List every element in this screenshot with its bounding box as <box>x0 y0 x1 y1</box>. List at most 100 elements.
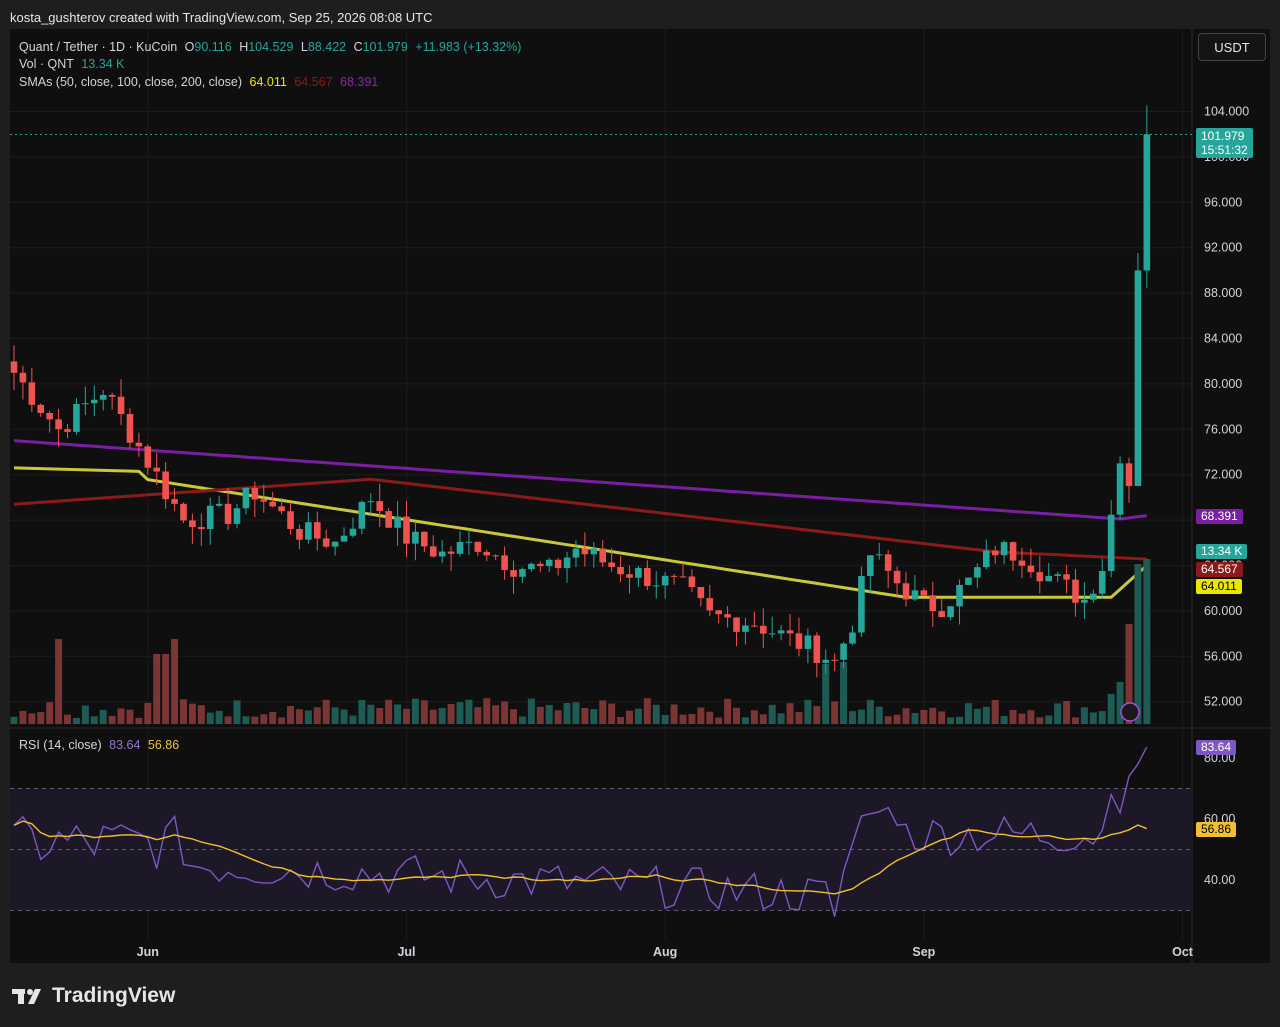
volume-bar <box>10 716 18 724</box>
candle-body <box>153 467 161 472</box>
volume-bar <box>474 707 482 724</box>
candle-body <box>528 563 535 570</box>
rsi-label[interactable]: RSI (14, close) <box>19 738 102 752</box>
volume-legend: Vol · QNT 13.34 K <box>19 57 128 71</box>
price-tick-label: 88.000 <box>1204 286 1242 300</box>
volume-bar <box>233 700 241 724</box>
candle-body <box>849 632 856 644</box>
candle-body <box>644 567 651 587</box>
candle-body <box>19 372 27 383</box>
candle-body <box>28 382 36 405</box>
candle-body <box>251 487 259 500</box>
volume-bar <box>884 716 892 724</box>
change-value: +11.983 (+13.32%) <box>415 40 522 54</box>
price-tick-label: 84.000 <box>1204 332 1242 346</box>
candle-body <box>536 563 544 567</box>
sma100-value: 64.567 <box>294 75 333 89</box>
volume-bar <box>956 716 964 724</box>
sma50-badge: 64.011 <box>1196 579 1242 594</box>
candle-body <box>403 516 410 544</box>
volume-bar <box>1000 715 1008 724</box>
last-price-value: 101.979 <box>1201 129 1245 143</box>
candle-body <box>759 625 767 634</box>
volume-bar <box>99 709 107 724</box>
tradingview-logo[interactable]: TradingView <box>12 984 175 1008</box>
volume-bar <box>206 712 214 724</box>
volume-bar <box>866 700 874 724</box>
volume-label[interactable]: Vol · QNT <box>19 57 74 71</box>
rsi-line <box>13 746 1148 917</box>
volume-bar <box>929 707 937 724</box>
volume-bar <box>840 662 848 724</box>
volume-bar <box>608 703 616 724</box>
volume-bar <box>857 709 865 724</box>
volume-bar <box>688 713 696 724</box>
volume-bar <box>1027 710 1035 724</box>
price-tick-label: 104.000 <box>1204 105 1249 119</box>
time-tick-label: Sep <box>912 945 935 959</box>
volume-bar <box>1080 707 1088 724</box>
candle-body <box>287 511 294 529</box>
volume-bar <box>741 717 749 724</box>
volume-bar <box>875 706 883 724</box>
candle-body <box>126 414 134 443</box>
sma-label[interactable]: SMAs (50, close, 100, close, 200, close) <box>19 75 243 89</box>
candle-body <box>233 508 241 524</box>
volume-bar <box>251 716 259 724</box>
candle-body <box>37 404 45 413</box>
candle-body <box>269 501 276 507</box>
candle-body <box>715 610 722 615</box>
volume-badge: 13.34 K <box>1196 544 1248 559</box>
volume-bar <box>456 702 464 724</box>
candle-body <box>313 522 321 539</box>
volume-bar <box>1018 713 1026 724</box>
low-label: L <box>300 40 308 54</box>
volume-bar <box>287 705 295 724</box>
volume-bar <box>144 702 152 724</box>
symbol-label[interactable]: Quant / Tether · 1D · KuCoin <box>19 40 178 54</box>
candle-body <box>376 501 384 512</box>
volume-bar <box>973 708 981 724</box>
candle-body <box>884 554 892 571</box>
candle-body <box>501 555 508 571</box>
time-tick-label: Jul <box>397 945 415 959</box>
candle-body <box>590 548 598 555</box>
high-label: H <box>239 40 249 54</box>
candle-body <box>215 503 223 506</box>
sma50-value: 64.011 <box>249 75 287 89</box>
volume-bar <box>733 707 741 724</box>
candle-body <box>751 625 758 627</box>
candle-body <box>305 522 312 540</box>
candle-body <box>331 541 339 547</box>
candle-body <box>180 503 187 521</box>
volume-bar <box>224 716 232 724</box>
candle-body <box>1063 574 1070 580</box>
candle-body <box>875 554 883 556</box>
volume-bar <box>153 654 161 724</box>
rsi-tick-label: 40.00 <box>1204 873 1235 887</box>
candle-body <box>1090 593 1097 600</box>
volume-bar <box>572 702 580 724</box>
candle-body <box>1143 134 1151 271</box>
candle-body <box>920 590 928 596</box>
candle-body <box>742 625 749 632</box>
volume-bar <box>652 704 660 724</box>
volume-bar <box>617 716 625 724</box>
candle-body <box>1036 572 1044 582</box>
currency-button[interactable]: USDT <box>1198 33 1266 61</box>
volume-bar <box>750 710 758 724</box>
volume-bar <box>358 700 366 724</box>
volume-bar <box>72 717 80 724</box>
candle-body <box>813 635 821 663</box>
candle-body <box>608 562 615 568</box>
candle-body <box>242 487 250 509</box>
candle-body <box>572 548 580 558</box>
candle-body <box>938 611 945 618</box>
candle-body <box>171 499 178 504</box>
candle-body <box>82 403 89 405</box>
candle-body <box>1081 599 1088 603</box>
volume-bar <box>242 716 250 724</box>
volume-bar <box>367 704 375 724</box>
volume-bar <box>1116 682 1124 724</box>
